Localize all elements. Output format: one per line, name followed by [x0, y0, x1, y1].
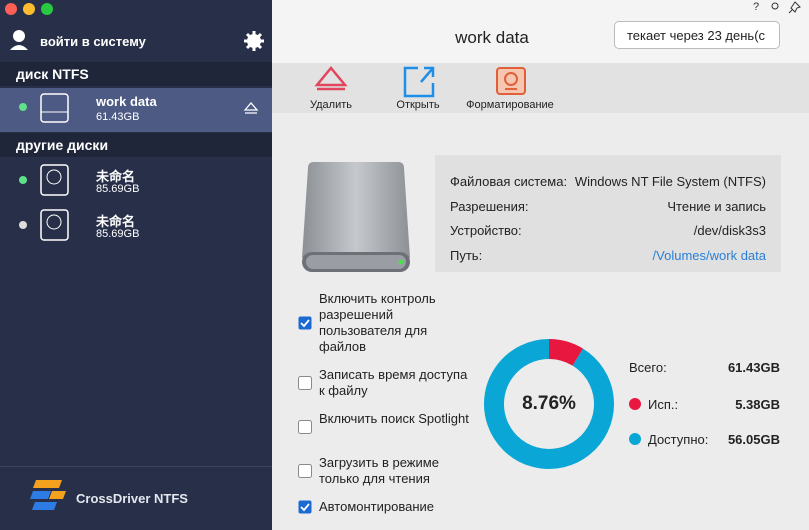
usage-percent: 8.76% [522, 393, 576, 414]
open-button[interactable]: Открыть [396, 99, 440, 111]
sidebar-icons [5, 3, 264, 51]
info-panel [435, 155, 781, 272]
option-label: Включить контроль разрешений пользовател… [319, 291, 436, 354]
toolbar [272, 63, 809, 113]
info-key: Файловая система: [450, 174, 568, 189]
option-label: Включить поиск Spotlight [319, 411, 469, 426]
brand-name: CrossDriver NTFS [76, 491, 188, 506]
disk-name: work data [96, 94, 157, 109]
disk-item-selected[interactable] [0, 88, 272, 132]
option-label: Загрузить в режиме только для чтения [319, 455, 439, 486]
disk-name[interactable]: 未命名 [96, 214, 136, 229]
legend-value: 5.38GB [735, 397, 780, 412]
donut-segment [484, 339, 614, 469]
legend-label: Доступно: [648, 432, 709, 447]
legend-dot [629, 433, 641, 445]
disk-name[interactable]: 未命名 [96, 169, 136, 184]
info-value[interactable]: /Volumes/work data [652, 247, 766, 263]
window-tools: ? [753, 1, 801, 14]
checkbox[interactable] [298, 500, 312, 514]
disk-size: 85.69GB [96, 228, 140, 240]
login-button[interactable]: войти в систему [40, 34, 146, 49]
donut-segment [548, 339, 583, 366]
total-label: Всего: [629, 360, 667, 375]
checkbox[interactable] [298, 316, 312, 330]
checkbox[interactable] [298, 464, 312, 478]
disk-size: 61.43GB [96, 111, 140, 123]
legend-label: Исп.: [648, 397, 679, 412]
option-label: Автомонтирование [319, 499, 435, 514]
info-value: /dev/disk3s3 [693, 223, 766, 238]
checkbox[interactable] [298, 420, 312, 434]
legend-dot [629, 398, 641, 410]
info-value: Чтение и запись [667, 198, 766, 214]
info-key: Путь: [450, 247, 483, 263]
delete-button[interactable]: Удалить [310, 99, 352, 111]
svg-text:?: ? [753, 1, 759, 13]
separator [0, 466, 272, 467]
disk-icon [19, 93, 259, 123]
toolbar-icons [314, 66, 526, 98]
brand-logo [30, 480, 66, 510]
drive-image [302, 162, 410, 272]
checkbox[interactable] [298, 376, 312, 390]
disk-icons [19, 164, 69, 241]
info-key: Устройство: [450, 223, 522, 238]
option-label: Записать время доступа к файлу [319, 367, 468, 398]
usage-donut: 8.76% [484, 339, 614, 469]
format-button[interactable]: Форматирование [466, 99, 554, 111]
total-value: 61.43GB [727, 360, 780, 375]
disk-size: 85.69GB [96, 183, 140, 195]
header-title: work data [455, 28, 529, 47]
legend-value: 56.05GB [727, 432, 780, 447]
section-header: другие диски [0, 133, 272, 157]
sidebar: войти в систему диск NTFS work data 61.4… [0, 0, 272, 530]
info-value: Windows NT File System (NTFS) [574, 174, 766, 189]
info-key: Разрешения: [450, 198, 529, 214]
notice-field[interactable]: текает через 23 день(с [614, 21, 780, 49]
section-header: диск NTFS [0, 62, 272, 86]
